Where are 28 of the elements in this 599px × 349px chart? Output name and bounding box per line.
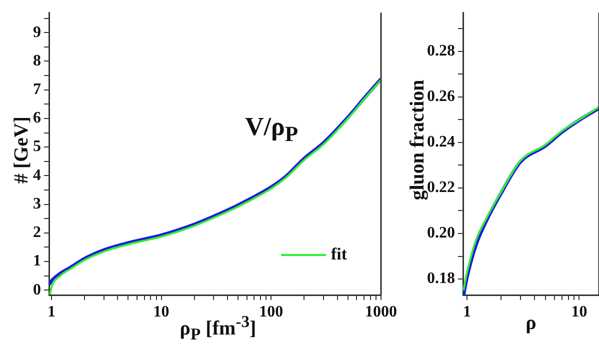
x-axis-title: ρ$_{P}$ [fm$^{-3}$] xyxy=(180,312,256,345)
x-tick-label: 1 xyxy=(47,304,56,321)
y-tick-label: 9 xyxy=(33,24,41,41)
y-tick-label: 4 xyxy=(33,166,41,184)
y-tick-label: 5 xyxy=(33,138,41,156)
y-tick-label: 0.22 xyxy=(427,179,455,196)
x-axis-title: ρ xyxy=(526,312,536,335)
x-tick-label: 10 xyxy=(153,304,170,321)
y-tick-label: 0.28 xyxy=(427,42,455,60)
y-tick-label: 2 xyxy=(33,224,41,242)
x-tick-label: 1 xyxy=(463,304,472,321)
x-tick-label: 10 xyxy=(571,304,588,321)
y-tick-label: 6 xyxy=(33,110,41,127)
legend-label: fit xyxy=(331,244,348,264)
y-axis-title: gluon fraction xyxy=(406,80,428,200)
x-tick-label: 100 xyxy=(259,304,284,321)
y-tick-label: 0 xyxy=(33,281,41,298)
y-tick-label: 0.20 xyxy=(427,224,455,242)
y-tick-label: 0.26 xyxy=(427,88,455,106)
annotation: V/ρ$_{P}$ xyxy=(245,112,298,148)
y-tick-label: 7 xyxy=(33,80,41,98)
y-tick-label: 8 xyxy=(33,52,41,70)
y-tick-label: 0.18 xyxy=(427,270,455,288)
x-tick-label: 1000 xyxy=(365,304,397,321)
y-tick-label: 0.24 xyxy=(427,134,455,151)
y-tick-label: 3 xyxy=(33,195,41,212)
y-axis-title: # [GeV] xyxy=(10,116,33,184)
y-tick-label: 1 xyxy=(33,252,41,270)
